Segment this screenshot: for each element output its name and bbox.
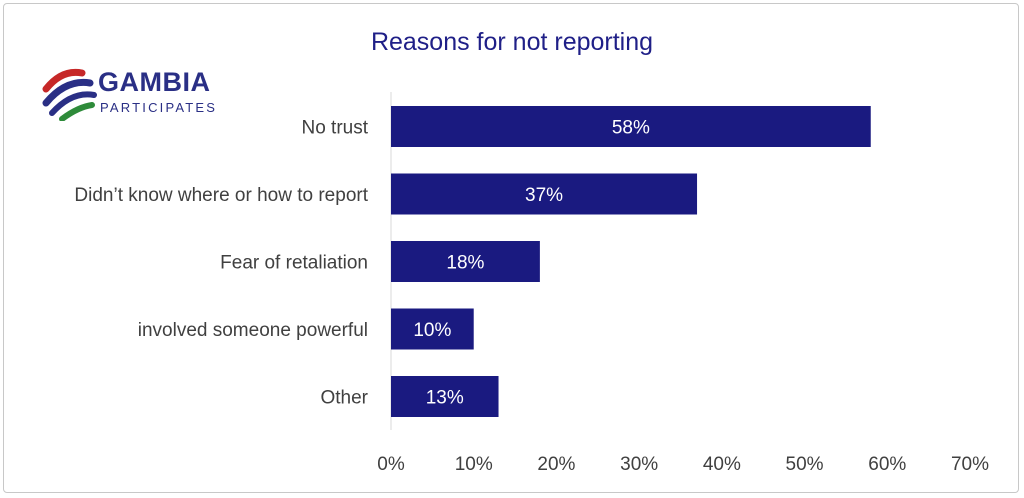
bar: [391, 308, 474, 350]
category-label: involved someone powerful: [138, 320, 368, 341]
bar: [391, 376, 499, 417]
x-tick-label: 20%: [537, 454, 575, 475]
gambia-participates-logo: GAMBIA PARTICIPATES: [42, 65, 215, 126]
bar: [391, 241, 540, 282]
data-label: 58%: [612, 118, 650, 139]
chart-frame: [3, 3, 1019, 493]
logo-subtitle: PARTICIPATES: [100, 100, 218, 115]
x-tick-label: 10%: [455, 454, 493, 475]
x-tick-label: 70%: [951, 454, 989, 475]
data-label: 37%: [525, 185, 563, 206]
chart-title: Reasons for not reporting: [370, 28, 654, 56]
bar: [391, 173, 698, 215]
x-tick-label: 60%: [868, 454, 906, 475]
x-tick-label: 40%: [703, 454, 741, 475]
globe-stripes-icon: [42, 68, 97, 122]
x-tick-label: 50%: [786, 454, 824, 475]
data-label: 18%: [446, 253, 484, 274]
data-label: 10%: [413, 320, 451, 341]
category-label: Fear of retaliation: [220, 253, 368, 274]
x-tick-label: 30%: [620, 454, 658, 475]
category-label: No trust: [301, 118, 368, 139]
x-tick-label: 0%: [377, 454, 405, 475]
category-label: Other: [320, 388, 368, 409]
logo-name: GAMBIA: [98, 67, 211, 97]
bar: [391, 106, 871, 147]
category-label: Didn’t know where or how to report: [74, 185, 368, 206]
data-label: 13%: [426, 388, 464, 409]
